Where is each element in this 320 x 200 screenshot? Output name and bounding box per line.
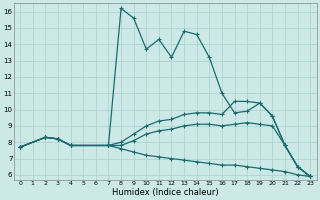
- X-axis label: Humidex (Indice chaleur): Humidex (Indice chaleur): [112, 188, 219, 197]
